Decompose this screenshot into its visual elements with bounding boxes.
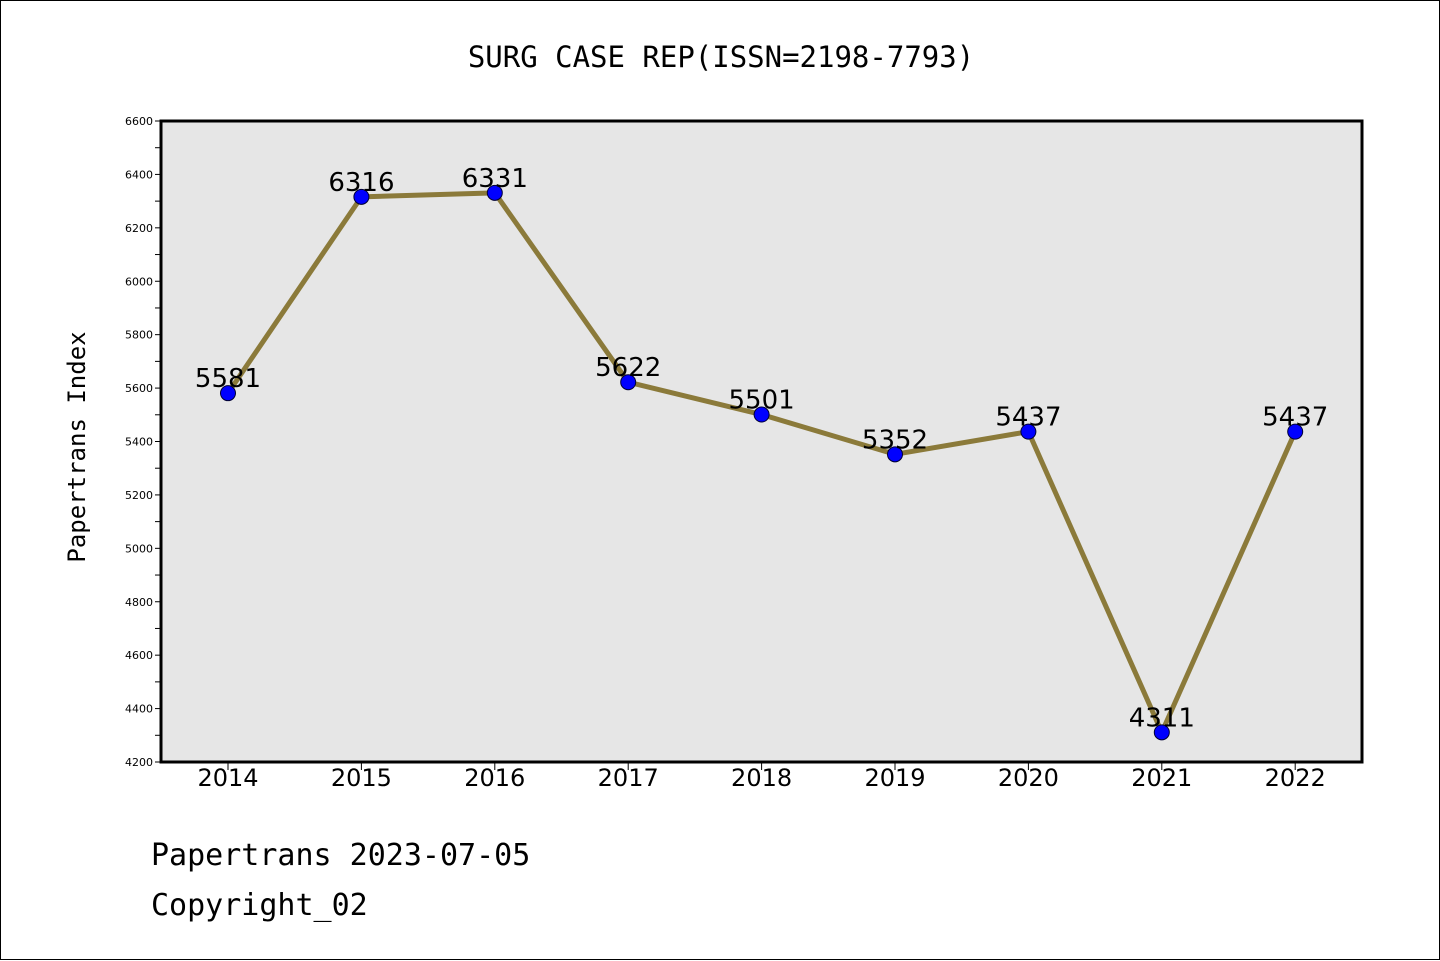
footer-date: Papertrans 2023-07-05 [151, 838, 530, 873]
y-tick-label: 6200 [125, 222, 153, 235]
data-label: 6331 [462, 164, 528, 194]
data-point [1020, 423, 1037, 440]
x-tick-label: 2015 [331, 764, 392, 792]
x-tick-label: 2016 [464, 764, 525, 792]
y-tick-label: 6600 [125, 115, 153, 128]
data-point [486, 184, 503, 201]
y-tick-label: 4400 [125, 703, 153, 716]
x-tick-label: 2021 [1131, 764, 1192, 792]
data-label: 5622 [595, 353, 661, 383]
x-tick-label: 2022 [1265, 764, 1326, 792]
y-tick-label: 5600 [125, 382, 153, 395]
y-tick-label: 5400 [125, 436, 153, 449]
data-point [620, 374, 637, 391]
data-label: 5437 [995, 403, 1061, 433]
y-tick-label: 5200 [125, 489, 153, 502]
chart-title: SURG CASE REP(ISSN=2198-7793) [468, 40, 974, 74]
y-tick-label: 6400 [125, 168, 153, 181]
x-tick-label: 2020 [998, 764, 1059, 792]
y-axis: 4200 4400 4600 4800 5000 5200 5400 5600 5800 6000… [125, 115, 161, 769]
plot-border [159, 119, 1364, 764]
data-label: 5501 [729, 386, 795, 416]
data-label: 4311 [1129, 703, 1195, 733]
y-axis-label: Papertrans Index [63, 331, 91, 562]
y-tick-label: 4200 [125, 756, 153, 769]
data-label: 5437 [1262, 403, 1328, 433]
x-axis: 2014 2015 2016 2017 2018 2019 2020 2021 2022 [197, 762, 1326, 792]
data-point [220, 385, 236, 402]
data-point [753, 406, 770, 423]
data-point [887, 446, 903, 463]
data-label: 5581 [195, 364, 261, 394]
y-tick-label: 5800 [125, 329, 153, 342]
plot-area [161, 121, 1362, 762]
y-tick-label: 6000 [125, 275, 153, 288]
data-point [353, 188, 370, 205]
y-tick-label: 4800 [125, 596, 153, 609]
data-label: 6316 [328, 168, 394, 198]
series-layer: 5581 6316 6331 5622 5501 5352 5437 4311 5437 [195, 164, 1328, 741]
x-tick-label: 2017 [598, 764, 659, 792]
y-tick-label: 5000 [125, 542, 153, 555]
data-point [1153, 724, 1170, 741]
x-tick-label: 2019 [864, 764, 925, 792]
y-tick-label: 4600 [125, 649, 153, 662]
data-label: 5352 [862, 425, 928, 455]
x-tick-label: 2018 [731, 764, 792, 792]
footer-copyright: Copyright_02 [151, 888, 368, 923]
data-point [1287, 423, 1304, 440]
x-tick-label: 2014 [197, 764, 258, 792]
